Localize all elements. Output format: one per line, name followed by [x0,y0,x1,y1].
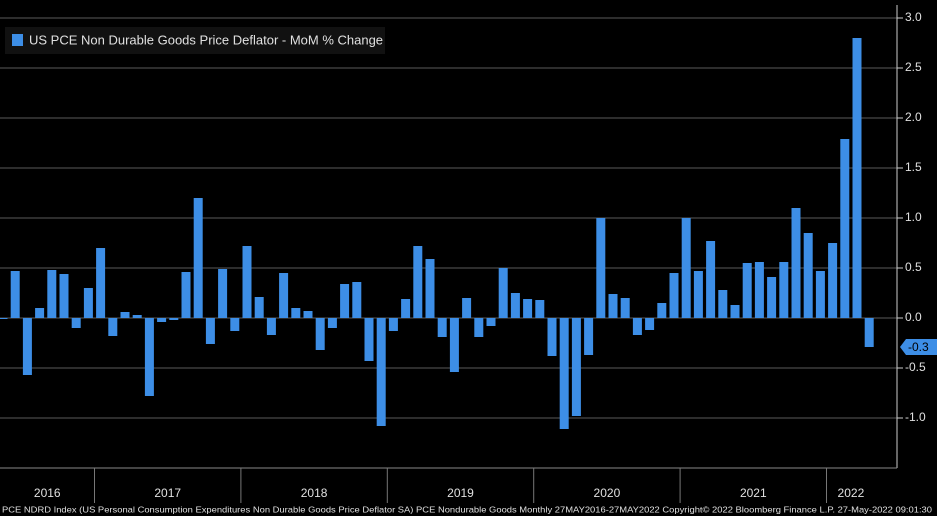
legend-label: US PCE Non Durable Goods Price Deflator … [29,32,383,47]
bar [669,273,679,318]
x-tick-label: 2019 [447,486,474,500]
bar [462,298,472,318]
bar [559,318,569,429]
bar [449,318,459,372]
bar [71,318,81,328]
bar [645,318,655,330]
bar [803,233,813,318]
bar [108,318,118,336]
bar [486,318,496,326]
bar [706,241,716,318]
y-tick-label: 2.5 [905,60,922,74]
y-tick-label: 2.0 [905,110,922,124]
bar [376,318,386,426]
bar [132,315,142,318]
bar [767,277,777,318]
bar [474,318,484,337]
y-tick-label: 1.5 [905,160,922,174]
bar [510,293,520,318]
y-tick-label: -0.5 [905,360,926,374]
bar [279,273,289,318]
bar [266,318,276,335]
bar [96,248,106,318]
bar [596,218,606,318]
bar [437,318,447,337]
bar [205,318,215,344]
bar [815,271,825,318]
bar [242,246,252,318]
bar [254,297,264,318]
bar [327,318,337,328]
bar [169,318,179,320]
bar [779,262,789,318]
x-tick-label: 2017 [154,486,181,500]
bar [693,271,703,318]
bar [584,318,594,355]
bar [742,263,752,318]
bar [35,308,45,318]
footer: PCE NDRD Index (US Personal Consumption … [2,504,932,514]
legend-swatch [12,34,23,46]
bar [10,271,20,318]
bar [608,294,618,318]
y-tick-label: -1.0 [905,410,926,424]
bar [0,318,8,319]
bar [230,318,240,331]
x-tick-label: 2016 [34,486,61,500]
bar [840,139,850,318]
bar [83,288,93,318]
bar [144,318,154,396]
bar [791,208,801,318]
bar [632,318,642,335]
bar [718,290,728,318]
x-tick-label: 2022 [838,486,865,500]
bar [218,269,228,318]
bar [657,303,667,318]
bar [291,308,301,318]
bar [547,318,557,356]
value-label: -0.3 [908,340,929,354]
bar [523,299,533,318]
x-tick-label: 2020 [594,486,621,500]
bar [47,270,57,318]
bar [401,299,411,318]
legend-box [5,27,385,54]
bar [425,259,435,318]
bar [681,218,691,318]
bar [498,268,508,318]
bar [620,298,630,318]
x-tick-label: 2021 [740,486,767,500]
bar [120,312,130,318]
bar [388,318,398,331]
y-tick-label: 0.5 [905,260,922,274]
bar [193,198,203,318]
bar [754,262,764,318]
bar [413,246,423,318]
bar [181,272,191,318]
bar [571,318,581,416]
bar [303,311,313,318]
bar [157,318,167,322]
bar [535,300,545,318]
bar [59,274,69,318]
y-tick-label: 3.0 [905,10,922,24]
bar [852,38,862,318]
bar [864,318,874,347]
y-tick-label: 1.0 [905,210,922,224]
bar [364,318,374,361]
bar [730,305,740,318]
bar [340,284,350,318]
bar [352,282,362,318]
bar [22,318,32,375]
value-label-box [900,339,937,355]
bar [315,318,325,350]
y-tick-label: 0.0 [905,310,922,324]
x-tick-label: 2018 [301,486,328,500]
bar [828,243,838,318]
